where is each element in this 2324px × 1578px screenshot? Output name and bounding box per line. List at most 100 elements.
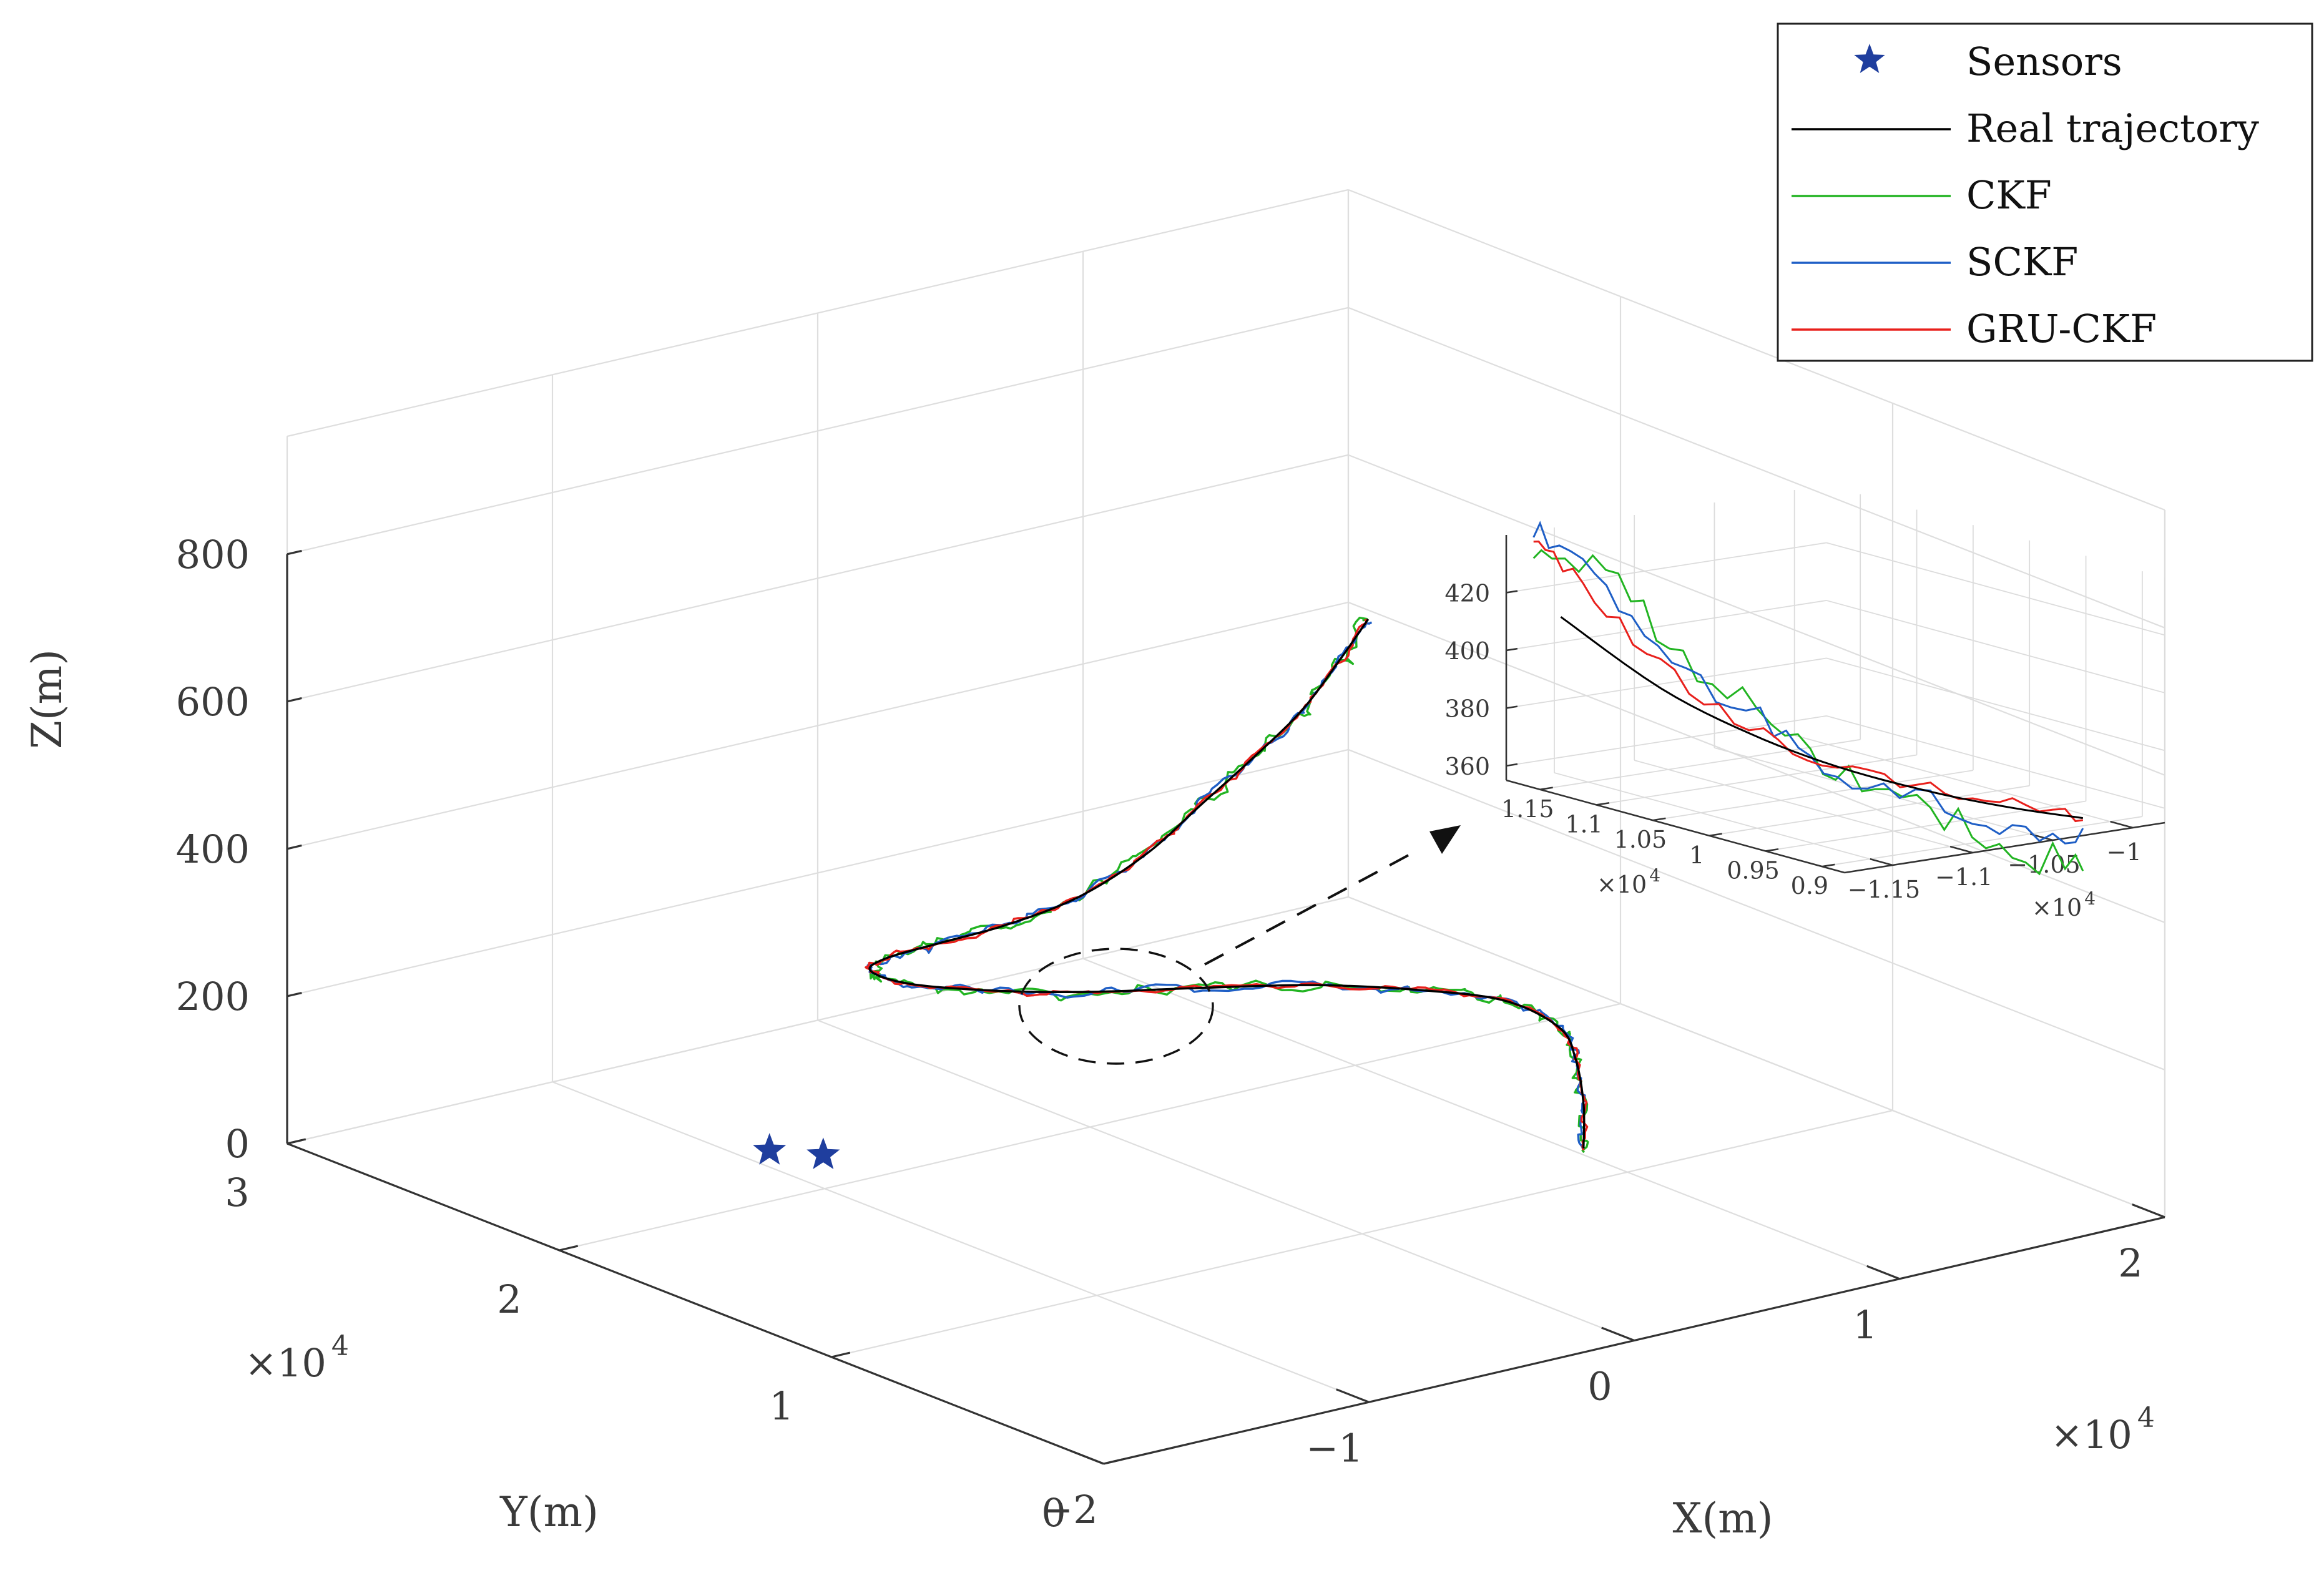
zoom-arrow-shaft: [1204, 848, 1421, 966]
inset-y-tick-label: 1.15: [1501, 795, 1554, 823]
grid-line: [287, 601, 1349, 850]
inset-y-tick-label: 1.05: [1614, 826, 1667, 853]
box-edge: [287, 189, 1349, 438]
z-tick: [287, 844, 302, 850]
x-multiplier: ×10 4: [2051, 1402, 2155, 1458]
inset-x-axis-line: [1844, 821, 2165, 874]
grid-line: [1348, 306, 2165, 629]
inset-grid-line: [1554, 772, 1893, 866]
z-tick-label: 200: [176, 974, 250, 1019]
x-tick: [2132, 1203, 2165, 1218]
legend-label: GRU-CKF: [1966, 306, 2157, 351]
inset-grid-line: [1634, 760, 1973, 853]
legend-entries: Sensors Real trajectory CKF SCKF GRU-CKF: [1792, 39, 2259, 351]
y-multiplier: ×10 4: [245, 1330, 349, 1386]
grid-line: [287, 454, 1349, 702]
inset-grid-line: [1714, 747, 2053, 841]
inset-grid-line: [1826, 657, 2165, 752]
z-tick: [287, 549, 302, 556]
inset-grid-line: [1540, 738, 1861, 790]
y-tick: [831, 1351, 851, 1358]
inset-x-multiplier: ×10 4: [2032, 888, 2096, 921]
inset-y-tick: [1596, 801, 1610, 806]
y-axis-line: [287, 1142, 1104, 1465]
inset-grid-line: [1821, 816, 2143, 868]
legend-label: Sensors: [1966, 39, 2122, 84]
inset-y-tick: [1765, 848, 1779, 852]
x-tick-label: −2: [1041, 1487, 1097, 1532]
inset-y-tick-label: 0.95: [1727, 856, 1780, 884]
zoom-inset: −1.15 −1.1 −1.05 −11.151.11.0510.950.936038…: [1444, 490, 2165, 921]
x-tick-label: −1: [1306, 1425, 1363, 1471]
z-tick-label: 800: [176, 532, 250, 577]
z-tick-label: 600: [176, 679, 250, 725]
y-tick: [1103, 1458, 1123, 1465]
x-axis-label: X(m): [1672, 1494, 1773, 1542]
inset-grid-line: [1826, 542, 2165, 636]
inset-y-tick: [1709, 833, 1722, 837]
zoom-region-ellipse: [1018, 948, 1214, 1065]
x-multiplier-exp: 4: [2137, 1402, 2155, 1434]
inset-series-sckf-line: [1532, 521, 2084, 845]
grid-line: [1348, 601, 2165, 923]
x-tick: [1601, 1326, 1635, 1341]
grid-line: [831, 1109, 1893, 1358]
x-multiplier-base: ×10: [2051, 1412, 2132, 1458]
inset-z-tick-label: 400: [1444, 637, 1490, 665]
inset-grid: [1506, 490, 2165, 868]
inset-z-tick: [1506, 590, 1518, 594]
inset-z-tick-label: 380: [1444, 695, 1490, 722]
inset-y-multiplier: ×10 4: [1597, 865, 1660, 898]
inset-series-real-trajectory-line: [1560, 616, 2084, 820]
inset-grid-line: [1826, 600, 2165, 693]
inset-grid-line: [1506, 600, 1827, 651]
inset-x-tick-label: −1.1: [1935, 863, 1993, 891]
legend-label: Real trajectory: [1966, 105, 2259, 151]
inset-series-ckf-line: [1532, 549, 2084, 876]
grid-line: [1348, 454, 2165, 776]
x-tick-label: 1: [1853, 1302, 1877, 1348]
inset-grid-line: [1506, 715, 1827, 767]
x-tick: [1336, 1388, 1370, 1403]
x-tick: [1071, 1449, 1104, 1465]
x-tick: [1866, 1265, 1900, 1280]
y-tick-label: 1: [769, 1383, 793, 1429]
inset-z-tick: [1506, 763, 1518, 767]
grid-line: [817, 1019, 1635, 1341]
y-multiplier-base: ×10: [245, 1340, 326, 1386]
y-tick-label: 0: [1041, 1490, 1066, 1536]
x-tick-label: 2: [2118, 1240, 2142, 1286]
inset-y-tick-label: 1.1: [1565, 810, 1602, 838]
inset-x-tick: [1870, 858, 1893, 866]
zoom-annotation: [1018, 825, 1461, 1065]
inset-y-tick-label: 1: [1689, 841, 1704, 869]
inset-grid-line: [1826, 715, 2165, 809]
inset-y-tick: [1539, 787, 1553, 791]
inset-z-tick-label: 360: [1444, 753, 1490, 780]
legend-box: [1777, 22, 2313, 362]
z-tick-label: 0: [225, 1121, 250, 1167]
inset-grid-line: [1506, 657, 1827, 709]
z-axis-label: Z(m): [23, 649, 71, 749]
legend: Sensors Real trajectory CKF SCKF GRU-CKF: [1777, 22, 2313, 362]
inset-series: [1532, 521, 2084, 876]
series-real-trajectory-line: [868, 618, 1586, 1149]
inset-y-multiplier-base: ×10: [1597, 871, 1647, 898]
inset-y-multiplier-exp: 4: [1649, 865, 1660, 886]
inset-z-tick: [1506, 705, 1518, 709]
inset-x-multiplier-exp: 4: [2084, 888, 2096, 909]
inset-grid-line: [1709, 785, 2030, 836]
z-tick: [287, 697, 302, 703]
inset-x-tick: [2110, 820, 2134, 829]
y-axis-label: Y(m): [499, 1488, 599, 1536]
inset-y-tick: [1652, 817, 1666, 821]
sensors: [753, 1133, 840, 1169]
inset-y-tick: [1821, 863, 1835, 868]
legend-label: SCKF: [1966, 239, 2078, 285]
legend-marker-sensors: [1854, 44, 1885, 73]
inset-x-tick-label: −1: [2107, 838, 2142, 866]
inset-grid-line: [1794, 735, 2133, 828]
grid-line: [552, 1081, 1370, 1403]
z-tick: [287, 1139, 302, 1145]
